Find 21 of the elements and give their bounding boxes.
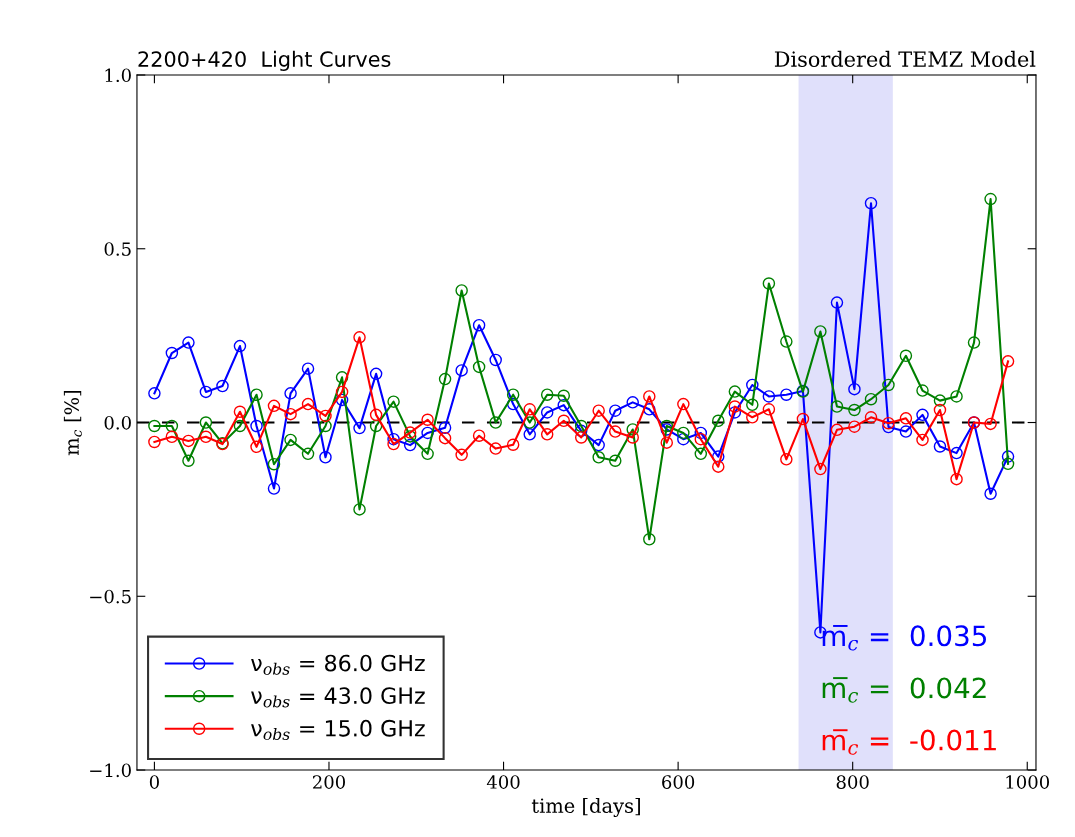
annotation: m̅$_{c}$ = 0.035 xyxy=(822,624,986,651)
y-tick-label: −1.0 xyxy=(90,763,131,778)
x-tick-label: 400 xyxy=(486,775,520,789)
legend-label: ν$_{obs}$ = 86.0 GHz xyxy=(251,654,425,675)
y-tick-label: −0.5 xyxy=(90,589,131,604)
y-tick-label: 0.0 xyxy=(104,415,131,430)
x-tick-label: 0 xyxy=(149,775,159,789)
x-tick-label: 600 xyxy=(662,775,695,789)
annotation: m̅$_{c}$ = -0.011 xyxy=(822,729,996,755)
x-tick-label: 1000 xyxy=(1006,775,1050,789)
chart-subtitle: Disordered TEMZ Model xyxy=(774,50,1036,67)
x-axis-title: time [days] xyxy=(531,797,640,818)
y-axis-title: m$_{c}$ [%] xyxy=(63,390,82,456)
annotation: m̅$_{c}$ = 0.042 xyxy=(822,677,986,703)
x-tick-label: 800 xyxy=(836,775,869,789)
x-tick-label: 200 xyxy=(312,775,346,789)
legend-label: ν$_{obs}$ = 15.0 GHz xyxy=(251,719,425,741)
legend-label: ν$_{obs}$ = 43.0 GHz xyxy=(251,687,425,708)
y-tick-label: 1.0 xyxy=(105,68,131,83)
chart-title: 2200+420 Light Curves xyxy=(138,50,391,71)
y-tick-label: 0.5 xyxy=(104,242,131,256)
